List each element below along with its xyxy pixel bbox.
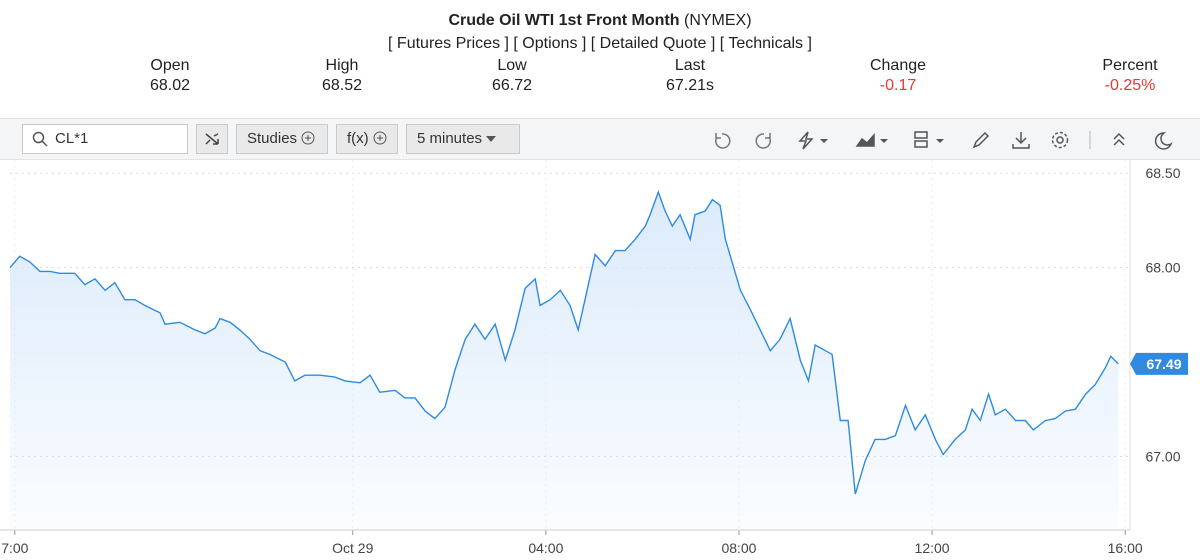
interval: 5 minutes (417, 130, 483, 147)
stat-label: Percent (1102, 57, 1158, 74)
x-tick-label: 08:00 (721, 540, 756, 556)
stat: Low 66.72 (442, 56, 582, 96)
stat-value: 68.02 (149, 77, 191, 94)
title: Crude Oil WTI 1st Front Month (448, 12, 680, 29)
stat-label: Change (869, 57, 927, 74)
last-price-tag (1130, 352, 1188, 375)
x-tick-label: 12:00 (915, 540, 950, 556)
y-tick-label: 67.00 (1145, 448, 1180, 464)
last-price-label: 67.49 (1146, 356, 1181, 372)
link[interactable]: [ Detailed Quote ] (590, 35, 716, 52)
stat: Change -0.17 (828, 56, 968, 96)
stat: Open 68.02 (100, 56, 240, 96)
chart: 67.00 68.00 68.50 7:00 Oct 29 04:00 08:00 12:00… (0, 160, 1188, 556)
header-title: Crude Oil WTI 1st Front Month (NYMEX) (0, 12, 1200, 30)
stat-value: -0.25% (1104, 77, 1156, 94)
stat-value: 68.52 (321, 77, 363, 94)
link[interactable]: [ Futures Prices ] (388, 35, 509, 52)
link[interactable]: [ Technicals ] (719, 35, 812, 52)
plus-icon (301, 131, 315, 145)
stat: Last 67.21s (620, 56, 760, 96)
line (9, 190, 1119, 495)
stat-label: Last (674, 57, 706, 74)
compare-icon (205, 133, 219, 145)
stat-label: Open (150, 57, 190, 74)
exchange: (NYMEX) (683, 12, 752, 29)
links: [ Futures Prices ] [ Options ] [ Detaile… (0, 35, 1200, 53)
y-tick-label: 68.50 (1145, 165, 1180, 181)
symbol: CL*1 (55, 130, 89, 147)
plus-icon (373, 131, 387, 145)
button-label: f(x) (347, 130, 369, 147)
x-tick-label: Oct 29 (332, 540, 373, 556)
stat-value: 66.72 (491, 77, 533, 94)
symbol-search[interactable]: CL*1 (22, 124, 188, 154)
interval-button[interactable]: 5 minutes (406, 124, 520, 154)
stat: High 68.52 (272, 56, 412, 96)
stat-label: Low (497, 57, 527, 74)
link[interactable]: [ Options ] (513, 35, 587, 52)
fx-button[interactable]: f(x) (336, 124, 398, 154)
area (10, 192, 1119, 530)
compare-button[interactable] (196, 124, 228, 154)
toolbar-icons[interactable] (712, 129, 1192, 151)
stat-value: -0.17 (879, 77, 917, 94)
search-icon (32, 131, 48, 147)
button-label: Studies (247, 130, 298, 147)
stat-label: High (325, 57, 359, 74)
x-tick-label: 04:00 (528, 540, 563, 556)
stat: Percent -0.25% (1060, 56, 1200, 96)
caret (486, 136, 497, 142)
stat-value: 67.21s (665, 77, 715, 94)
studies-button[interactable]: Studies (236, 124, 328, 154)
y-tick-label: 68.00 (1145, 260, 1180, 276)
x-tick-label: 16:00 (1108, 540, 1143, 556)
toolbar: CL*1 Studies f(x) 5 minutes (0, 118, 1200, 160)
x-tick-label: 7:00 (1, 540, 28, 556)
